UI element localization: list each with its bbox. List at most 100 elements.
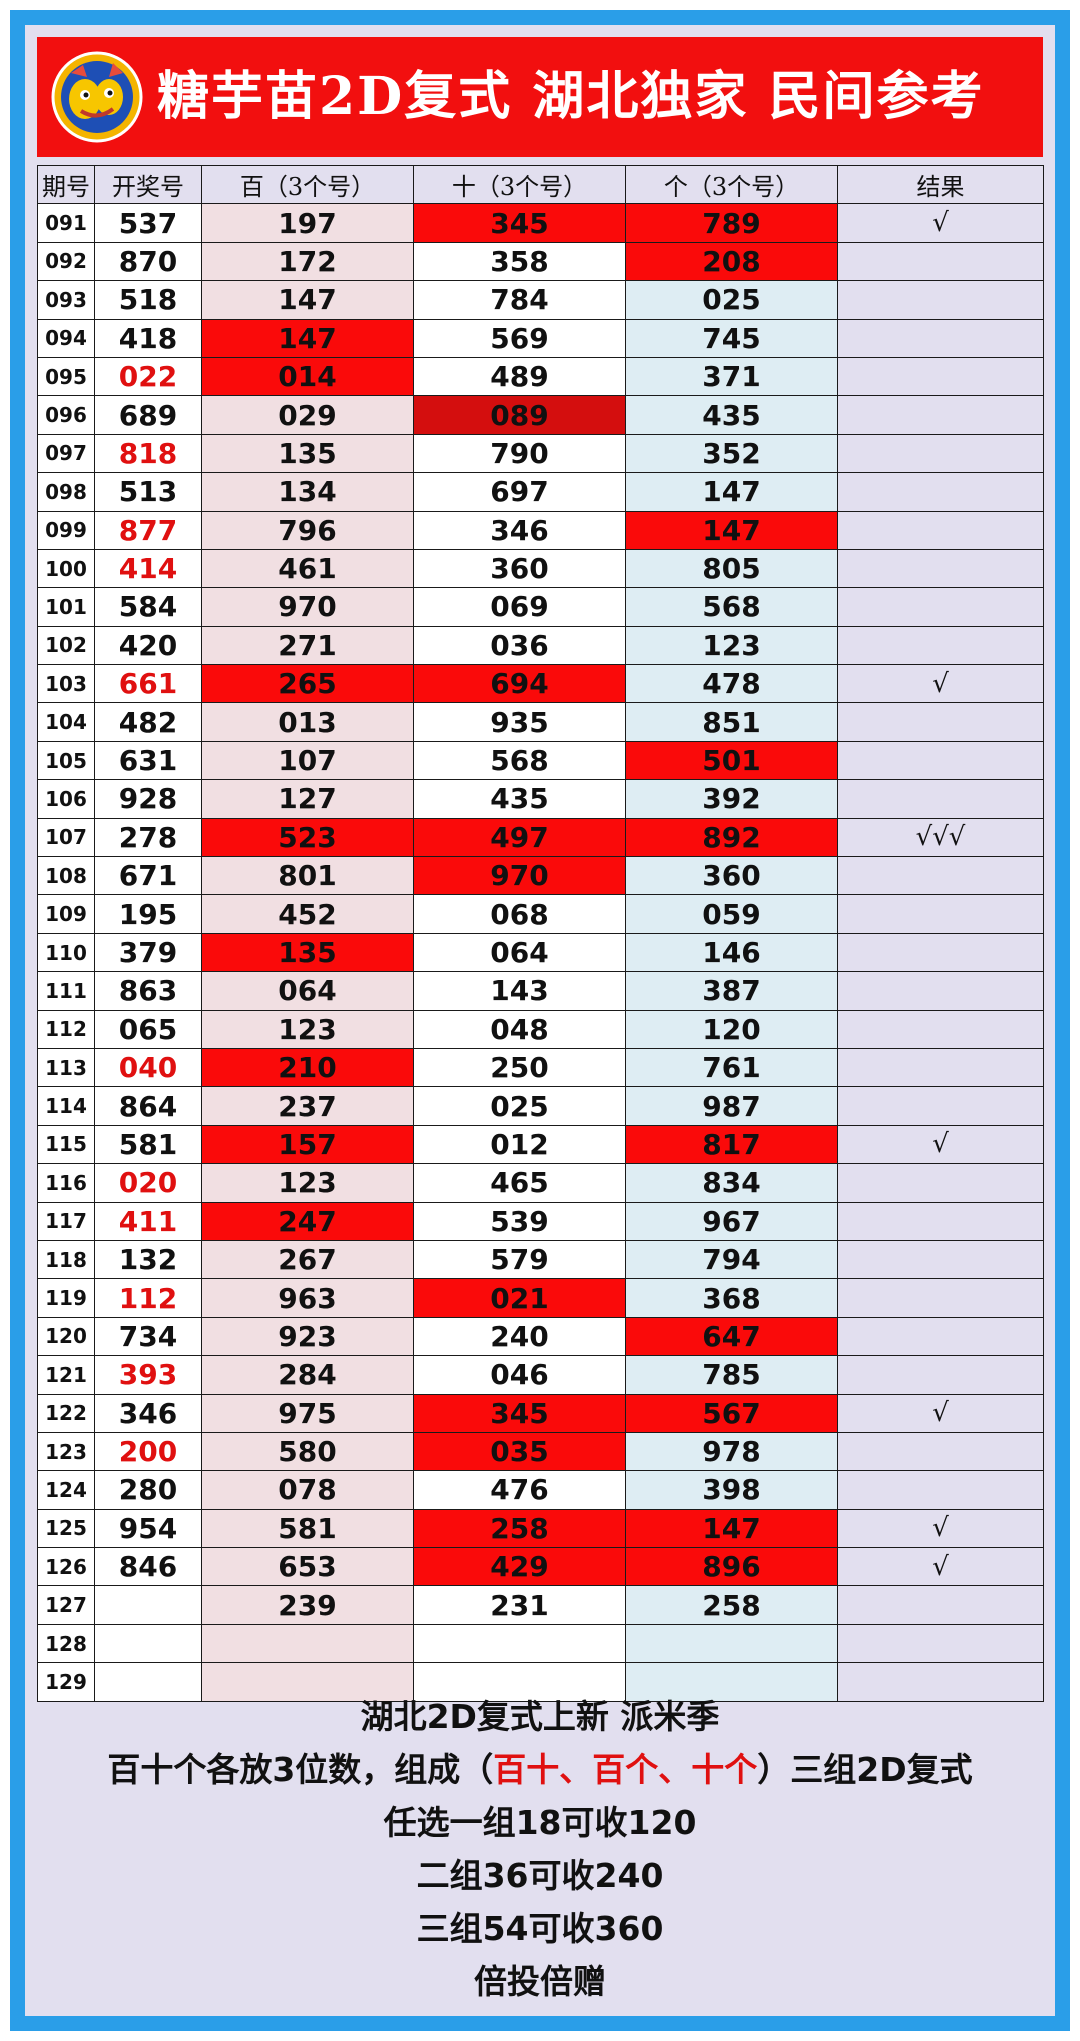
draw-number-cell [94, 1662, 202, 1702]
units-pick-cell: 392 [625, 779, 838, 819]
result-cell: √ [837, 1393, 1044, 1433]
draw-number-cell: 195 [94, 894, 202, 934]
draw-number-cell: 877 [94, 510, 202, 550]
result-cell [837, 433, 1044, 474]
tens-pick-cell: 970 [413, 856, 626, 896]
result-cell: √ [837, 1508, 1044, 1549]
table-row: 093 518 147 784 025 [37, 280, 1044, 320]
promo-line-5: 三组54可收360 [416, 1909, 664, 1948]
tens-pick-cell: 465 [413, 1163, 626, 1203]
table-row: 124 280 078 476 398 [37, 1470, 1044, 1510]
tens-pick-cell: 539 [413, 1201, 626, 1241]
units-pick-cell: 761 [625, 1047, 838, 1088]
table-row: 092 870 172 358 208 [37, 241, 1044, 282]
units-pick-cell: 892 [625, 817, 838, 858]
result-cell [837, 740, 1044, 781]
result-cell [837, 625, 1044, 666]
result-cell [837, 779, 1044, 819]
result-cell [837, 395, 1044, 435]
draw-number-cell: 022 [94, 356, 202, 397]
footer-promo: 湖北2D复式上新 派米季 百十个各放3位数，组成（百十、百个、十个）三组2D复式… [25, 1690, 1055, 2010]
period-cell: 121 [37, 1355, 95, 1395]
units-pick-cell: 147 [625, 510, 838, 550]
units-pick-cell: 147 [625, 472, 838, 512]
period-cell: 115 [37, 1124, 95, 1165]
draw-number-cell: 631 [94, 740, 202, 781]
hundreds-pick-cell: 013 [201, 702, 414, 742]
period-cell: 124 [37, 1470, 95, 1510]
table-row: 105 631 107 568 501 [37, 740, 1044, 781]
draw-number-cell: 020 [94, 1163, 202, 1203]
tens-pick-cell: 250 [413, 1047, 626, 1088]
hundreds-pick-cell: 452 [201, 894, 414, 934]
tens-pick-cell: 784 [413, 280, 626, 320]
hundreds-pick-cell: 123 [201, 1163, 414, 1203]
draw-number-cell: 040 [94, 1047, 202, 1088]
period-cell: 106 [37, 779, 95, 819]
draw-number-cell: 518 [94, 280, 202, 320]
period-cell: 110 [37, 932, 95, 973]
units-pick-cell: 360 [625, 856, 838, 896]
draw-number-cell: 581 [94, 1124, 202, 1165]
hundreds-pick-cell: 029 [201, 395, 414, 435]
tens-pick-cell: 360 [413, 548, 626, 589]
units-pick-cell: 785 [625, 1355, 838, 1395]
draw-number-cell: 671 [94, 856, 202, 896]
tens-pick-cell: 021 [413, 1278, 626, 1318]
tens-pick-cell: 345 [413, 1393, 626, 1433]
draw-number-cell: 734 [94, 1316, 202, 1357]
units-pick-cell: 208 [625, 241, 838, 282]
period-cell: 129 [37, 1662, 95, 1702]
hundreds-pick-cell: 107 [201, 740, 414, 781]
table-row: 103 661 265 694 478 √ [37, 664, 1044, 704]
draw-number-cell: 420 [94, 625, 202, 666]
tens-pick-cell: 435 [413, 779, 626, 819]
period-cell: 128 [37, 1623, 95, 1664]
table-row: 099 877 796 346 147 [37, 510, 1044, 550]
result-cell [837, 1047, 1044, 1088]
units-pick-cell: 789 [625, 203, 838, 243]
units-pick-cell: 478 [625, 664, 838, 704]
table-row: 104 482 013 935 851 [37, 702, 1044, 742]
hundreds-pick-cell: 127 [201, 779, 414, 819]
draw-number-cell: 418 [94, 318, 202, 358]
draw-number-cell: 065 [94, 1009, 202, 1049]
hundreds-pick-cell [201, 1623, 414, 1664]
promo-line-2-highlight: 百十、百个、十个 [493, 1750, 758, 1789]
draw-number-cell: 482 [94, 702, 202, 742]
column-header-hundreds: 百（3个号） [201, 164, 414, 205]
hundreds-pick-cell: 237 [201, 1086, 414, 1126]
table-row: 117 411 247 539 967 [37, 1201, 1044, 1241]
units-pick-cell: 146 [625, 932, 838, 973]
hundreds-pick-cell: 135 [201, 932, 414, 973]
units-pick-cell: 368 [625, 1278, 838, 1318]
units-pick-cell: 398 [625, 1470, 838, 1510]
column-header-result: 结果 [837, 164, 1044, 205]
period-cell: 099 [37, 510, 95, 550]
tens-pick-cell: 048 [413, 1009, 626, 1049]
period-cell: 113 [37, 1047, 95, 1088]
result-cell [837, 1623, 1044, 1664]
units-pick-cell: 147 [625, 1508, 838, 1549]
result-cell: √ [837, 1547, 1044, 1587]
title-banner: 糖芋苗2D复式 湖北独家 民间参考 [37, 37, 1043, 157]
table-row: 121 393 284 046 785 [37, 1355, 1044, 1395]
result-cell [837, 1201, 1044, 1241]
units-pick-cell: 371 [625, 356, 838, 397]
table-row: 128 [37, 1623, 1044, 1664]
table-row: 119 112 963 021 368 [37, 1278, 1044, 1318]
units-pick-cell: 567 [625, 1393, 838, 1433]
draw-number-cell: 870 [94, 241, 202, 282]
period-cell: 091 [37, 203, 95, 243]
result-cell [837, 1662, 1044, 1702]
hundreds-pick-cell [201, 1662, 414, 1702]
tens-pick-cell: 089 [413, 395, 626, 435]
units-pick-cell: 435 [625, 395, 838, 435]
table-row: 096 689 029 089 435 [37, 395, 1044, 435]
tens-pick-cell: 064 [413, 932, 626, 973]
period-cell: 126 [37, 1547, 95, 1587]
hundreds-pick-cell: 247 [201, 1201, 414, 1241]
table-row: 116 020 123 465 834 [37, 1163, 1044, 1203]
result-cell [837, 1239, 1044, 1280]
units-pick-cell: 123 [625, 625, 838, 666]
